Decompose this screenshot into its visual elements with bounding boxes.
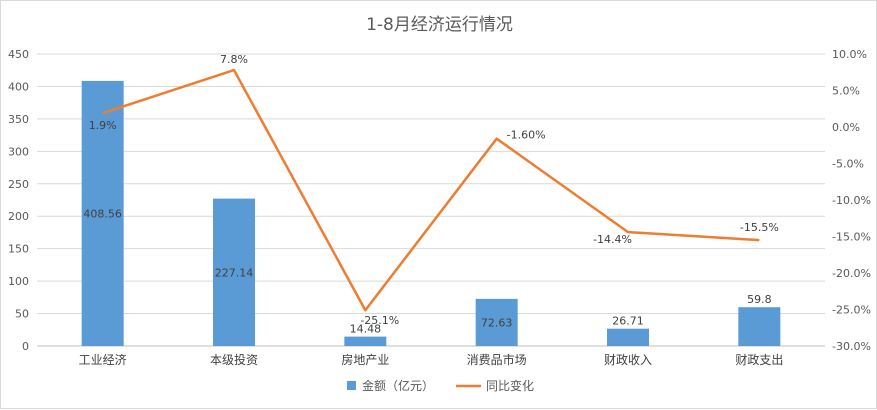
y-right-tick-label: -20.0% [832, 267, 871, 280]
bar-data-label: 408.56 [83, 207, 122, 220]
bar-data-label: 59.8 [747, 293, 772, 306]
line-data-label: -14.4% [593, 233, 632, 246]
line-data-label: 7.8% [220, 53, 248, 66]
bar-data-label: 227.14 [215, 266, 254, 279]
y-left-tick-label: 100 [8, 275, 29, 288]
legend-label-bar: 金额（亿元） [362, 378, 434, 393]
bar [607, 328, 649, 346]
chart-title: 1-8月经济运行情况 [366, 15, 513, 35]
line-series [102, 68, 760, 312]
legend-swatch-bar [347, 381, 356, 390]
y-right-tick-label: -10.0% [832, 194, 871, 207]
x-category-label: 消费品市场 [467, 352, 527, 367]
bar-data-label: 14.48 [350, 323, 382, 336]
bar [213, 198, 255, 346]
y-right-tick-label: -5.0% [832, 158, 864, 171]
line-data-label: -15.5% [740, 221, 779, 234]
y-right-tick-label: 0.0% [832, 121, 860, 134]
legend-label-line: 同比变化 [486, 378, 534, 393]
bar-data-label: 26.71 [612, 315, 644, 328]
bar [475, 298, 518, 346]
line-data-label: 1.9% [89, 119, 117, 132]
x-category-label: 财政收入 [604, 353, 652, 367]
y-right-tick-label: -15.0% [832, 231, 871, 244]
y-left-tick-label: 0 [22, 340, 29, 353]
y-left-tick-label: 350 [8, 113, 29, 126]
x-category-label: 本级投资 [210, 352, 258, 367]
x-category-label: 财政支出 [735, 353, 783, 367]
y-left-tick-label: 150 [8, 243, 29, 256]
bar-data-label: 72.63 [481, 316, 513, 329]
bar [81, 80, 124, 346]
y-left-tick-label: 200 [8, 210, 29, 223]
y-right-tick-label: 10.0% [832, 48, 867, 61]
x-category-label: 工业经济 [79, 352, 127, 367]
y-left-tick-label: 400 [8, 80, 29, 93]
line-data-label: -1.60% [507, 129, 546, 142]
y-left-tick-label: 50 [15, 308, 29, 321]
y-left-tick-label: 300 [8, 145, 29, 158]
y-right-tick-label: 5.0% [832, 85, 860, 98]
y-right-tick-label: -25.0% [832, 304, 871, 317]
y-right-tick-label: -30.0% [832, 340, 871, 353]
x-category-label: 房地产业 [341, 352, 389, 367]
bar [738, 307, 781, 346]
y-left-tick-label: 450 [8, 48, 29, 61]
line-data-label: -25.1% [360, 314, 399, 327]
y-left-tick-label: 250 [8, 178, 29, 191]
bar [344, 336, 387, 346]
